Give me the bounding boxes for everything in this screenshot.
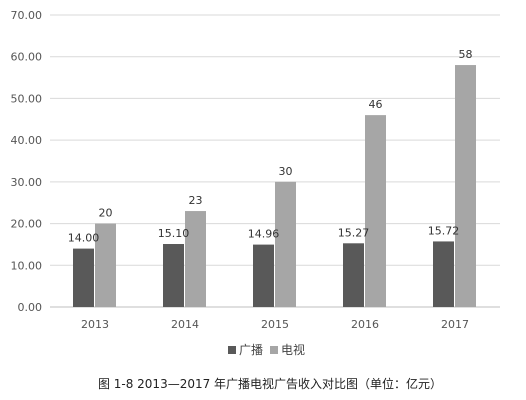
y-tick-label: 0.00 <box>18 301 43 314</box>
data-label: 23 <box>189 194 203 207</box>
bar-broadcast <box>343 243 364 307</box>
y-tick-label: 30.00 <box>11 176 43 189</box>
y-tick-label: 40.00 <box>11 134 43 147</box>
bars <box>73 65 476 307</box>
y-axis: 0.00 10.00 20.00 30.00 40.00 50.00 60.00 70.00 <box>11 9 43 314</box>
y-tick-label: 50.00 <box>11 92 43 105</box>
legend-label-broadcast: 广播 <box>239 343 263 357</box>
legend-label-tv: 电视 <box>281 342 305 357</box>
data-label: 30 <box>279 165 293 178</box>
bar-tv <box>185 211 206 307</box>
data-label: 15.27 <box>338 226 370 239</box>
bar-tv <box>95 223 116 307</box>
bar-broadcast <box>433 241 454 307</box>
data-label: 20 <box>99 207 113 220</box>
y-tick-label: 20.00 <box>11 218 43 231</box>
data-label: 58 <box>459 48 473 61</box>
x-tick-label: 2016 <box>351 318 379 331</box>
x-tick-label: 2017 <box>441 318 469 331</box>
y-tick-label: 70.00 <box>11 9 43 22</box>
bar-tv <box>275 181 296 307</box>
data-label: 46 <box>369 98 383 111</box>
y-tick-label: 10.00 <box>11 259 43 272</box>
figure-caption: 图 1-8 2013—2017 年广播电视广告收入对比图（单位：亿元） <box>98 376 442 391</box>
y-tick-label: 60.00 <box>11 51 43 64</box>
x-tick-label: 2014 <box>171 318 199 331</box>
legend-swatch-tv <box>270 346 278 354</box>
x-tick-label: 2013 <box>81 318 109 331</box>
x-tick-label: 2015 <box>261 318 289 331</box>
data-labels: 14.00 20 15.10 23 14.96 30 15.27 46 15.72 58 <box>68 48 473 245</box>
bar-broadcast <box>163 244 184 307</box>
data-label: 14.96 <box>248 228 280 241</box>
legend: 广播 电视 <box>228 342 305 357</box>
legend-swatch-broadcast <box>228 346 236 354</box>
bar-broadcast <box>73 248 94 307</box>
data-label: 15.72 <box>428 224 460 237</box>
bar-tv <box>455 65 476 307</box>
bar-broadcast <box>253 244 274 307</box>
bar-tv <box>365 115 386 307</box>
data-label: 15.10 <box>158 227 190 240</box>
data-label: 14.00 <box>68 232 100 245</box>
x-axis: 2013 2014 2015 2016 2017 <box>81 318 469 331</box>
